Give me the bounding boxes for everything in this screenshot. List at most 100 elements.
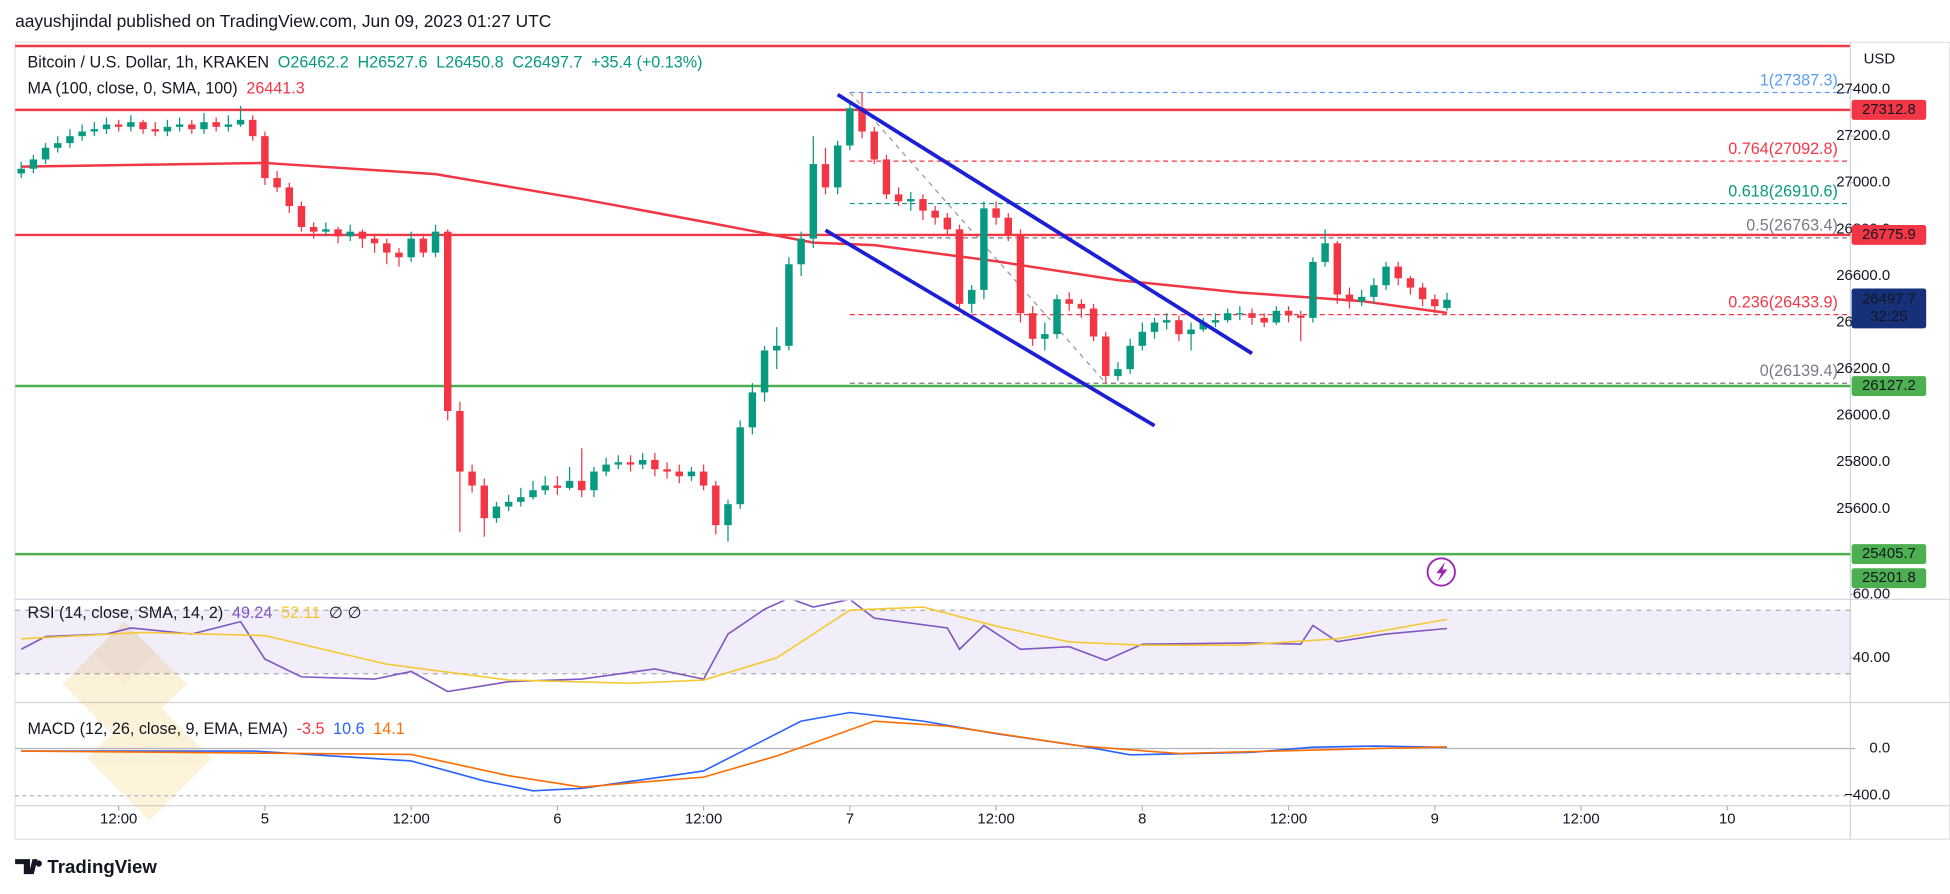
candle-body — [90, 129, 99, 132]
legend: RSI (14, close, SMA, 14, 2) 49.24 52.11 ∅ ∅ — [28, 605, 362, 623]
candle-body — [431, 231, 440, 253]
fib-label: 0(26139.4) — [1760, 362, 1838, 380]
candle-body — [322, 229, 330, 232]
indicator-line — [21, 720, 1447, 788]
candle-body — [395, 252, 403, 258]
candle-body — [1016, 233, 1025, 314]
bar-countdown: 32:25 — [1870, 308, 1907, 325]
candle-body — [1223, 313, 1232, 321]
price-axis-unit: USD — [1864, 51, 1896, 68]
candle-body — [943, 217, 952, 230]
fib-price: (26139.4) — [1769, 362, 1838, 380]
candle-body — [54, 143, 62, 148]
legend: MA (100, close, 0, SMA, 100) 26441.3 — [28, 80, 305, 98]
candle-body — [1443, 299, 1451, 309]
candle-body — [1004, 217, 1013, 234]
fib-ratio: 0.618 — [1728, 183, 1768, 201]
fib-label: 1(27387.3) — [1760, 72, 1838, 90]
legend-item: +35.4 (+0.13%) — [591, 54, 702, 72]
candle-body — [1272, 310, 1281, 323]
current-price-label: 26497.7 — [1862, 291, 1916, 308]
watermark — [62, 621, 212, 821]
candle-body — [273, 178, 281, 188]
candle-body — [687, 471, 696, 477]
candle-body — [358, 231, 367, 239]
candle-body — [1418, 287, 1427, 300]
candle-body — [419, 238, 428, 253]
candle-body — [504, 501, 513, 507]
level-price-box — [1851, 568, 1927, 589]
fib-price: (26763.4) — [1769, 217, 1838, 235]
fib-price: (26910.6) — [1769, 183, 1838, 201]
candle-body — [992, 208, 1000, 218]
candle-body — [1065, 299, 1073, 304]
legend-item: 10.6 — [333, 720, 364, 738]
y-tick-label: 0.0 — [1869, 739, 1890, 756]
x-tick-label: 12:00 — [392, 810, 429, 827]
candle-body — [1345, 294, 1354, 302]
fib-label: 0.5(26763.4) — [1746, 217, 1838, 235]
y-tick-label: 26000.0 — [1836, 407, 1890, 424]
indicator-line — [20, 600, 1448, 693]
y-tick-label: 40.00 — [1853, 649, 1890, 666]
candle-body — [785, 264, 793, 346]
candle-body — [1150, 322, 1159, 332]
candle-body — [967, 289, 976, 304]
fib-ratio: 0 — [1760, 362, 1769, 380]
candle-body — [407, 238, 415, 258]
candle-body — [261, 136, 269, 179]
candle-body — [66, 136, 74, 144]
candle-body — [1114, 369, 1122, 377]
candle-body — [565, 480, 574, 488]
candle-body — [1089, 308, 1098, 337]
level-price-label: 25405.7 — [1862, 545, 1916, 562]
legend-item: 14.1 — [373, 720, 404, 738]
candle-body — [1102, 336, 1110, 377]
alert-icon — [1426, 557, 1456, 587]
level-price-box — [1851, 376, 1927, 396]
candle-body — [1357, 296, 1366, 302]
fib-ratio: 1 — [1760, 72, 1769, 90]
y-tick-label: 60.00 — [1853, 585, 1890, 602]
indicator-line — [21, 606, 1448, 685]
x-tick-label: 12:00 — [685, 810, 722, 827]
y-tick-label: 25800.0 — [1836, 453, 1890, 470]
candle-body — [1187, 329, 1195, 335]
level-price-box — [1851, 99, 1927, 120]
y-tick-label: 27200.0 — [1836, 127, 1890, 144]
candle-body — [1260, 317, 1268, 323]
candle-body — [114, 124, 123, 127]
candle-body — [1162, 320, 1171, 323]
candle-body — [175, 124, 184, 127]
candle-body — [809, 164, 818, 239]
candle-body — [773, 345, 781, 351]
legend-item: 49.24 — [232, 605, 272, 623]
y-tick-label: 25600.0 — [1836, 500, 1890, 517]
candle-body — [1236, 313, 1244, 315]
candle-body — [1431, 299, 1439, 307]
legend-item: -3.5 — [297, 720, 325, 738]
candle-body — [297, 206, 306, 227]
legend-item: 52.11 — [281, 605, 320, 623]
fib-label: 0.764(27092.8) — [1728, 140, 1838, 158]
tradingview-logo: TradingView — [15, 856, 157, 877]
x-tick-label: 7 — [846, 810, 854, 827]
candle-body — [127, 122, 135, 127]
fib-price: (27092.8) — [1769, 140, 1838, 158]
x-tick-label: 5 — [261, 810, 269, 827]
candle-body — [1394, 266, 1402, 279]
candle-body — [833, 145, 842, 188]
legend-item: Bitcoin / U.S. Dollar, 1h, KRAKEN — [28, 54, 270, 72]
candle-body — [456, 411, 464, 472]
candle-body — [309, 226, 318, 232]
indicator-plot — [15, 711, 1851, 797]
moving-average — [21, 161, 1448, 315]
candle-body — [443, 231, 452, 412]
main-plot — [15, 91, 1851, 556]
candle-body — [249, 119, 257, 137]
legend-item: O26462.2 — [278, 54, 349, 72]
candle-body — [1138, 331, 1147, 346]
fib-label: 0.618(26910.6) — [1728, 183, 1838, 201]
candle-body — [907, 199, 915, 202]
x-tick-label: 10 — [1719, 810, 1736, 827]
